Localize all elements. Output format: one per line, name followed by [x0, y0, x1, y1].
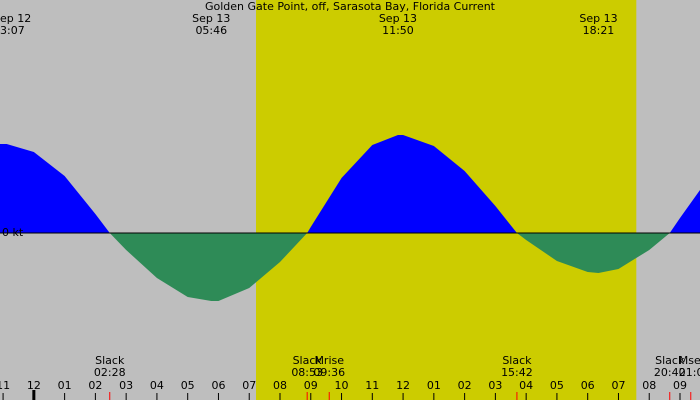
x-tick-label: 06 [581, 379, 595, 392]
x-tick-label: 10 [335, 379, 349, 392]
x-tick-label: 09 [304, 379, 318, 392]
event-label: Mrise [314, 354, 344, 367]
event-label: Mse [679, 354, 700, 367]
flood-area [0, 135, 700, 233]
x-tick-label: 05 [550, 379, 564, 392]
x-tick-label: 01 [58, 379, 72, 392]
event-label: Slack [95, 354, 125, 367]
x-tick-label: 04 [519, 379, 533, 392]
extreme-date: Sep 13 [379, 12, 417, 25]
x-tick-label: 01 [427, 379, 441, 392]
event-time: 02:28 [94, 366, 126, 379]
x-tick-label: 08 [273, 379, 287, 392]
x-tick-label: 07 [242, 379, 256, 392]
x-tick-label: 12 [396, 379, 410, 392]
x-tick-label: 09 [673, 379, 687, 392]
x-tick-label: 08 [642, 379, 656, 392]
event-time: 15:42 [501, 366, 533, 379]
x-tick-label: 05 [181, 379, 195, 392]
x-tick-label: 03 [119, 379, 133, 392]
event-label: Slack [655, 354, 685, 367]
extreme-time: 18:21 [583, 24, 615, 37]
x-tick-label: 02 [458, 379, 472, 392]
x-tick-label: 04 [150, 379, 164, 392]
extreme-date: Sep 13 [192, 12, 230, 25]
event-label: Slack [293, 354, 323, 367]
y-tick-label: 0 kt [2, 226, 24, 239]
x-tick-label: 03 [488, 379, 502, 392]
extreme-time: 11:50 [382, 24, 414, 37]
x-tick-label: 07 [611, 379, 625, 392]
extreme-date: ep 12 [0, 12, 31, 25]
extreme-date: Sep 13 [579, 12, 617, 25]
event-time: 09:36 [313, 366, 345, 379]
chart-title: Golden Gate Point, off, Sarasota Bay, Fl… [205, 0, 496, 13]
event-time: 21:0 [679, 366, 700, 379]
x-tick-label: 06 [211, 379, 225, 392]
extreme-time: 3:07 [0, 24, 25, 37]
extreme-time: 05:46 [195, 24, 227, 37]
x-tick-label: 11 [0, 379, 10, 392]
x-tick-label: 11 [365, 379, 379, 392]
event-label: Slack [502, 354, 532, 367]
event-time: 08:53 [291, 366, 323, 379]
x-tick-label: 02 [88, 379, 102, 392]
x-tick-label: 12 [27, 379, 41, 392]
event-time: 20:40 [654, 366, 686, 379]
ebb-area [0, 233, 700, 301]
